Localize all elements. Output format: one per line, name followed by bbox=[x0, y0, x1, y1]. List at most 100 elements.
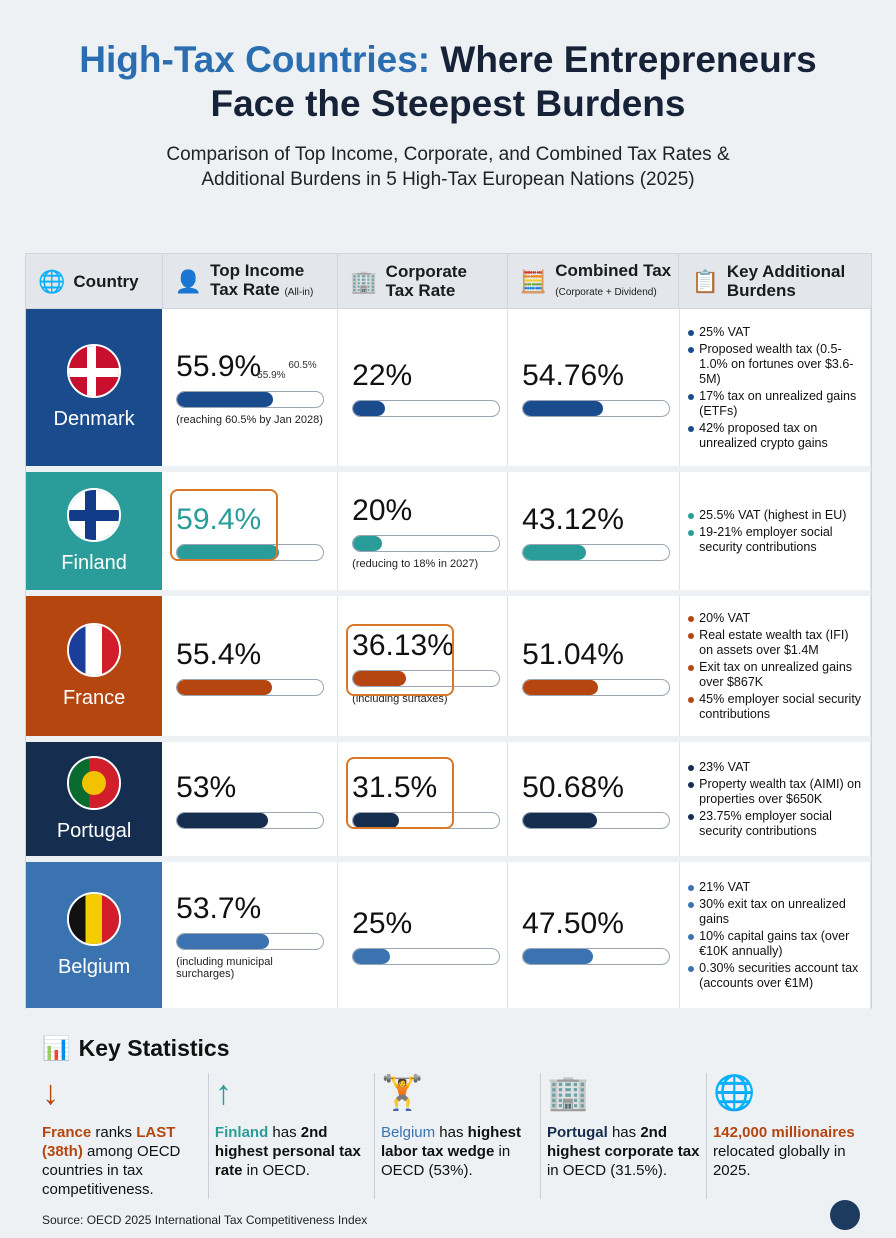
combined-cell: 43.12% bbox=[508, 472, 681, 590]
corporate-value: 25% bbox=[352, 906, 413, 940]
header-0: 🌐 Country bbox=[26, 254, 163, 308]
corporate-value: 20% bbox=[352, 493, 413, 527]
title-line2: Face the Steepest Burdens bbox=[210, 83, 686, 124]
combined-cell: 47.50% bbox=[508, 862, 681, 1008]
stat-text: relocated globally in 2025. bbox=[712, 1143, 846, 1179]
header-small: (Corporate + Dividend) bbox=[555, 286, 657, 298]
bar-chart-icon: 📊 bbox=[42, 1035, 71, 1061]
combined-cell: 50.68% bbox=[508, 742, 681, 856]
title-rest: Where Entrepreneurs bbox=[430, 39, 817, 80]
corporate-bar bbox=[352, 811, 501, 829]
country-cell: Finland bbox=[26, 472, 163, 590]
income-bar-fill bbox=[177, 392, 274, 407]
burden-item: Real estate wealth tax (IFI) on assets o… bbox=[688, 628, 864, 658]
corporate-cell: 22% bbox=[338, 309, 509, 466]
burdens-cell: 20% VAT Real estate wealth tax (IFI) on a… bbox=[680, 596, 871, 736]
burdens-cell: 21% VAT 30% exit tax on unrealized gains 1… bbox=[680, 862, 871, 1008]
income-value: 59.4% bbox=[176, 502, 262, 536]
table-header: 🌐 Country 👤 Top Income Tax Rate (All-in) 🏢 Cor… bbox=[26, 254, 871, 309]
income-note: (reaching 60.5% by Jan 2028) bbox=[176, 414, 323, 426]
corporate-cell: 20% (reducing to 18% in 2027) bbox=[338, 472, 509, 590]
country-cell: Belgium bbox=[26, 862, 163, 1008]
income-bar-fill bbox=[177, 679, 273, 695]
stat-text: 142,000 millionaires bbox=[712, 1124, 855, 1141]
arrow-up-icon: ↑ bbox=[214, 1074, 232, 1112]
marker-current: 55.9% bbox=[257, 369, 286, 381]
income-value: 55.9% bbox=[176, 350, 262, 383]
corporate-bar bbox=[352, 534, 501, 552]
calculator-icon: 🧮 bbox=[519, 268, 548, 294]
combined-value: 51.04% bbox=[522, 637, 624, 671]
header-2: 🏢 Corporate Tax Rate bbox=[338, 254, 508, 308]
header-label2: Tax Rate bbox=[210, 279, 280, 299]
burden-item: 10% capital gains tax (over €10K annuall… bbox=[688, 929, 864, 959]
building-up-icon: 🏢 bbox=[546, 1074, 590, 1112]
income-bar-fill bbox=[177, 933, 270, 949]
globe-trend-icon: 🌐 bbox=[712, 1074, 756, 1112]
combined-bar bbox=[522, 947, 671, 965]
combined-value: 54.76% bbox=[522, 359, 624, 392]
highlight-box bbox=[170, 489, 279, 561]
income-cell: 59.4% bbox=[162, 472, 339, 590]
burden-item: 45% employer social security contributio… bbox=[688, 692, 864, 722]
stat-text: LAST (38th) bbox=[42, 1124, 176, 1160]
corporate-value: 31.5% bbox=[352, 770, 438, 804]
burdens-cell: 23% VAT Property wealth tax (AIMI) on pro… bbox=[680, 742, 871, 856]
title-accent: High-Tax Countries: bbox=[79, 39, 431, 80]
key-statistics: ↓ France ranks LAST (38th) among OECD cou… bbox=[42, 1073, 872, 1199]
flag-icon bbox=[67, 622, 122, 677]
corporate-bar bbox=[352, 400, 501, 417]
country-name: Finland bbox=[61, 551, 127, 574]
burden-item: 25.5% VAT (highest in EU) bbox=[688, 508, 864, 523]
header-label: Combined Tax bbox=[555, 260, 672, 280]
combined-bar bbox=[522, 811, 671, 829]
corporate-bar-fill bbox=[353, 535, 383, 551]
table-row: Finland 59.4% 20% (reducing to 18% in 202… bbox=[26, 472, 871, 596]
stat-item: ↓ France ranks LAST (38th) among OECD cou… bbox=[42, 1073, 208, 1199]
header-small: (All-in) bbox=[284, 286, 314, 298]
country-name: Belgium bbox=[57, 955, 131, 978]
burden-item: Proposed wealth tax (0.5-1.0% on fortune… bbox=[688, 342, 864, 387]
arrow-down-icon: ↓ bbox=[42, 1074, 59, 1112]
combined-bar bbox=[522, 678, 671, 696]
header-label: Key Additional bbox=[726, 262, 846, 281]
combined-value: 47.50% bbox=[522, 906, 624, 940]
burden-item: 25% VAT bbox=[688, 325, 864, 340]
stat-text: 2nd highest personal tax rate bbox=[214, 1124, 361, 1179]
highlight-box bbox=[346, 757, 455, 829]
income-bar bbox=[176, 678, 325, 696]
corporate-cell: 25% bbox=[338, 862, 509, 1008]
stat-text: has bbox=[268, 1124, 301, 1141]
stat-text: France bbox=[42, 1124, 92, 1141]
country-cell: Portugal bbox=[26, 742, 163, 856]
stat-text: Finland bbox=[214, 1124, 269, 1141]
income-value: 55.4% bbox=[176, 637, 262, 671]
combined-bar-fill bbox=[523, 948, 593, 964]
income-marker: 55.9% 60.5% bbox=[257, 360, 317, 381]
combined-cell: 51.04% bbox=[508, 596, 681, 736]
marker-future: 60.5% bbox=[288, 359, 317, 371]
combined-value: 43.12% bbox=[522, 502, 624, 536]
country-cell: France bbox=[26, 596, 163, 736]
header-4: 📋 Key Additional Burdens bbox=[679, 254, 871, 308]
income-note: (including municipal surcharges) bbox=[176, 955, 273, 980]
stat-text: Portugal bbox=[546, 1124, 608, 1141]
corporate-note: (reducing to 18% in 2027) bbox=[352, 557, 479, 570]
stat-text: in OECD. bbox=[242, 1162, 310, 1179]
combined-value: 50.68% bbox=[522, 770, 624, 804]
combined-bar bbox=[522, 400, 671, 417]
header-label2: Burdens bbox=[726, 281, 796, 300]
income-bar bbox=[176, 932, 325, 950]
income-cell: 53.7% (including municipal surcharges) bbox=[162, 862, 339, 1008]
combined-bar-fill bbox=[523, 544, 587, 560]
stat-text: highest labor tax wedge bbox=[380, 1124, 522, 1160]
country-name: Portugal bbox=[56, 819, 132, 842]
burden-item: 42% proposed tax on unrealized crypto ga… bbox=[688, 421, 864, 451]
burdens-cell: 25% VAT Proposed wealth tax (0.5-1.0% on … bbox=[680, 309, 871, 466]
building-icon: 🏢 bbox=[350, 268, 378, 294]
income-cell: 55.9% 55.9% 60.5% (reaching 60.5% by Jan 2… bbox=[162, 309, 339, 466]
combined-bar-fill bbox=[523, 401, 604, 416]
header-label: Country bbox=[73, 271, 139, 291]
corporate-cell: 36.13% (including surtaxes) bbox=[338, 596, 509, 736]
burden-item: 21% VAT bbox=[688, 880, 864, 895]
